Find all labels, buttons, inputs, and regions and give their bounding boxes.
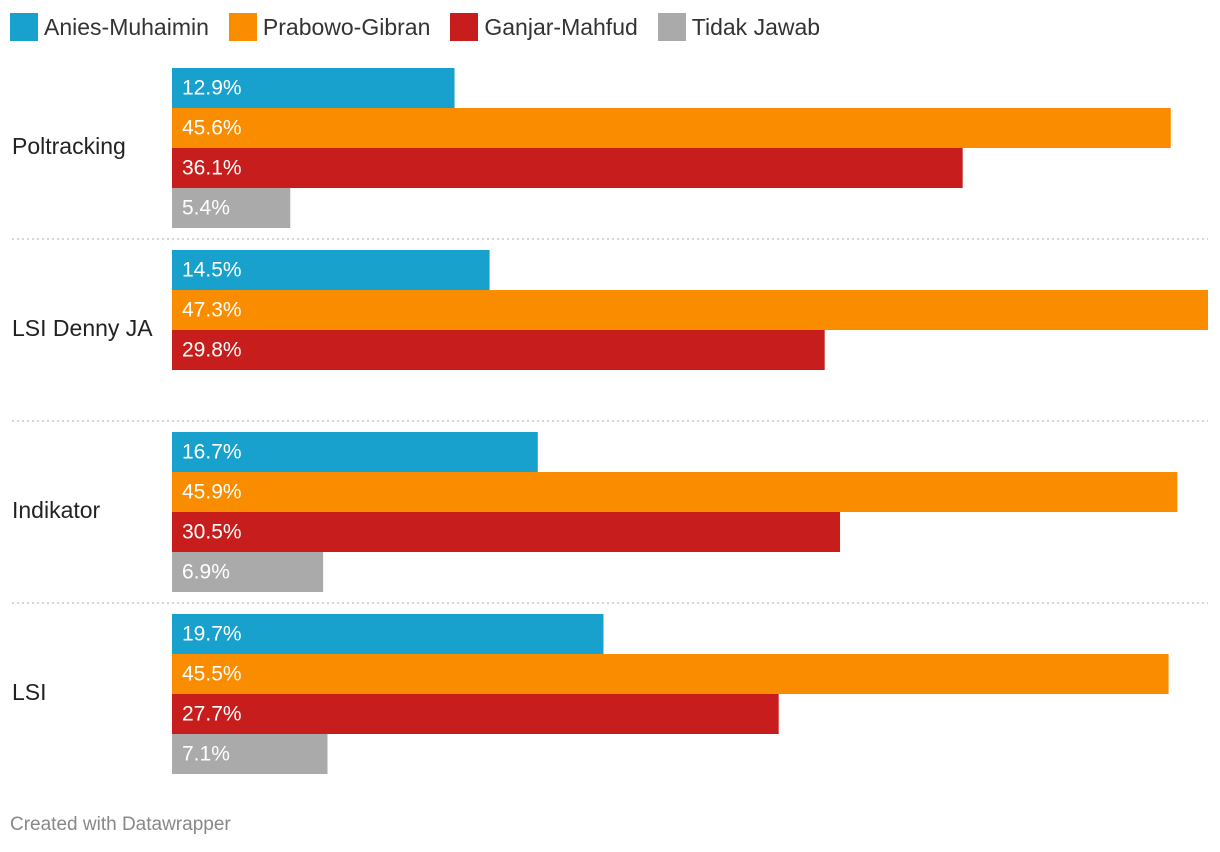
bar-value-label: 5.4% (182, 197, 230, 220)
bar-value-label: 27.7% (182, 703, 242, 726)
legend-swatch (10, 13, 38, 41)
legend-label: Anies-Muhaimin (44, 13, 209, 40)
bar-value-label: 6.9% (182, 561, 230, 584)
legend-label: Tidak Jawab (691, 13, 821, 40)
bar-value-label: 36.1% (182, 157, 242, 180)
bar-value-label: 47.3% (182, 299, 242, 322)
bar-value-label: 19.7% (182, 623, 242, 646)
bar (172, 432, 538, 472)
bar-value-label: 29.8% (182, 339, 242, 362)
category-label: Poltracking (12, 133, 126, 159)
bar (172, 654, 1169, 694)
legend-swatch (450, 13, 479, 41)
legend-item: Anies-Muhaimin (10, 13, 209, 41)
bar (172, 694, 779, 734)
legend-label: Ganjar-Mahfud (484, 13, 638, 40)
bar-value-label: 30.5% (182, 521, 242, 544)
bar (172, 290, 1208, 330)
category-label: Indikator (12, 497, 101, 523)
bar (172, 68, 455, 108)
bar (172, 250, 490, 290)
bar (172, 188, 291, 228)
bar-value-label: 45.5% (182, 663, 242, 686)
chart-legend: Anies-Muhaimin Prabowo-Gibran Ganjar-Mahfu… (10, 10, 840, 44)
category-label: LSI (12, 679, 47, 705)
bar (172, 512, 841, 552)
legend-item: Ganjar-Mahfud (450, 13, 638, 41)
bar (172, 614, 604, 654)
legend-swatch (657, 13, 686, 41)
bar (172, 552, 324, 592)
bar (172, 108, 1171, 148)
category-label: LSI Denny JA (12, 315, 153, 341)
legend-item: Tidak Jawab (657, 13, 821, 41)
footer-credit: Created with Datawrapper (10, 814, 231, 835)
bar (172, 330, 825, 370)
chart-plot-area: Poltracking 12.9% 45.6% 36.1% 5.4% LSI Denny … (12, 68, 1208, 774)
bar-value-label: 45.6% (182, 117, 242, 140)
bar-value-label: 12.9% (182, 77, 242, 100)
bar-value-label: 45.9% (182, 481, 242, 504)
bar (172, 148, 963, 188)
legend-label: Prabowo-Gibran (262, 13, 431, 40)
legend-swatch (228, 13, 257, 41)
bar (172, 734, 328, 774)
legend-item: Prabowo-Gibran (228, 13, 431, 41)
bar-value-label: 16.7% (182, 441, 242, 464)
bar-value-label: 7.1% (182, 743, 230, 766)
bar-value-label: 14.5% (182, 259, 242, 282)
bar (172, 472, 1178, 512)
